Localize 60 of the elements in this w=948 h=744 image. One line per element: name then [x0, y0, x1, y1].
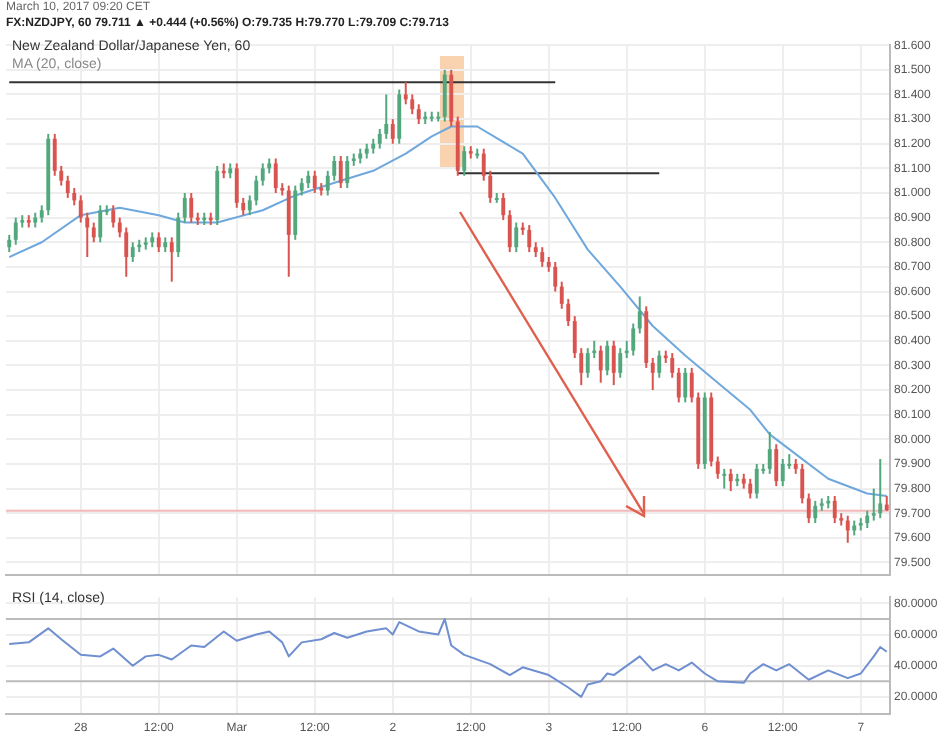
- candlestick: [312, 169, 317, 194]
- candlestick: [722, 467, 727, 490]
- candlestick: [845, 514, 850, 544]
- candlestick: [631, 322, 636, 357]
- candlestick: [156, 231, 161, 254]
- candlestick: [657, 349, 662, 379]
- candlestick: [618, 347, 623, 379]
- candlestick: [611, 339, 616, 387]
- candlestick: [13, 216, 18, 246]
- candlestick: [501, 192, 506, 222]
- candlestick: [390, 118, 395, 145]
- candlestick: [598, 344, 603, 384]
- candlestick: [338, 155, 343, 190]
- candlestick: [403, 81, 408, 106]
- candlestick: [806, 492, 811, 525]
- candlestick: [800, 462, 805, 505]
- candlestick: [449, 68, 454, 128]
- candlestick: [553, 260, 558, 293]
- candlestick: [169, 236, 174, 283]
- candlestick: [254, 174, 259, 207]
- candlestick: [345, 155, 350, 190]
- candlestick: [832, 494, 837, 525]
- candlestick: [670, 352, 675, 379]
- candlestick: [585, 347, 590, 379]
- candlestick: [507, 209, 512, 254]
- candlestick: [715, 455, 720, 480]
- candlestick: [234, 162, 239, 209]
- candlestick: [676, 366, 681, 404]
- candlestick: [767, 430, 772, 475]
- candlestick: [176, 211, 181, 259]
- candlestick: [650, 357, 655, 392]
- candlestick: [273, 157, 278, 194]
- candlestick: [878, 458, 883, 520]
- candlestick: [260, 162, 265, 187]
- candlestick: [111, 204, 116, 229]
- candlestick: [397, 88, 402, 145]
- candlestick: [98, 204, 103, 244]
- candlestick: [462, 145, 467, 177]
- candlestick: [130, 241, 135, 263]
- candlestick: [91, 221, 96, 244]
- candlestick: [286, 184, 291, 278]
- candlestick: [774, 443, 779, 488]
- candlestick: [189, 192, 194, 224]
- candlestick: [637, 295, 642, 335]
- candlestick: [754, 462, 759, 500]
- candlestick: [683, 366, 688, 404]
- candlestick: [728, 467, 733, 493]
- candlestick: [442, 68, 447, 123]
- candlestick: [416, 103, 421, 126]
- candlestick: [65, 174, 70, 199]
- candlestick: [605, 339, 610, 377]
- candlestick: [813, 499, 818, 525]
- candlestick: [182, 192, 187, 224]
- candlestick: [514, 221, 519, 254]
- candlestick: [748, 477, 753, 500]
- candlestick: [527, 224, 532, 254]
- candlestick: [124, 226, 129, 278]
- candlestick: [780, 458, 785, 488]
- candlestick: [540, 246, 545, 268]
- candlestick: [293, 184, 298, 241]
